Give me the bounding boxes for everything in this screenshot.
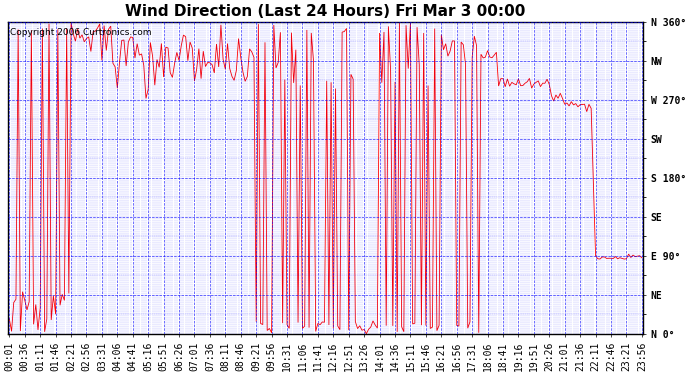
Text: Copyright 2006 Curtronics.com: Copyright 2006 Curtronics.com <box>10 28 151 37</box>
Title: Wind Direction (Last 24 Hours) Fri Mar 3 00:00: Wind Direction (Last 24 Hours) Fri Mar 3… <box>126 4 526 19</box>
